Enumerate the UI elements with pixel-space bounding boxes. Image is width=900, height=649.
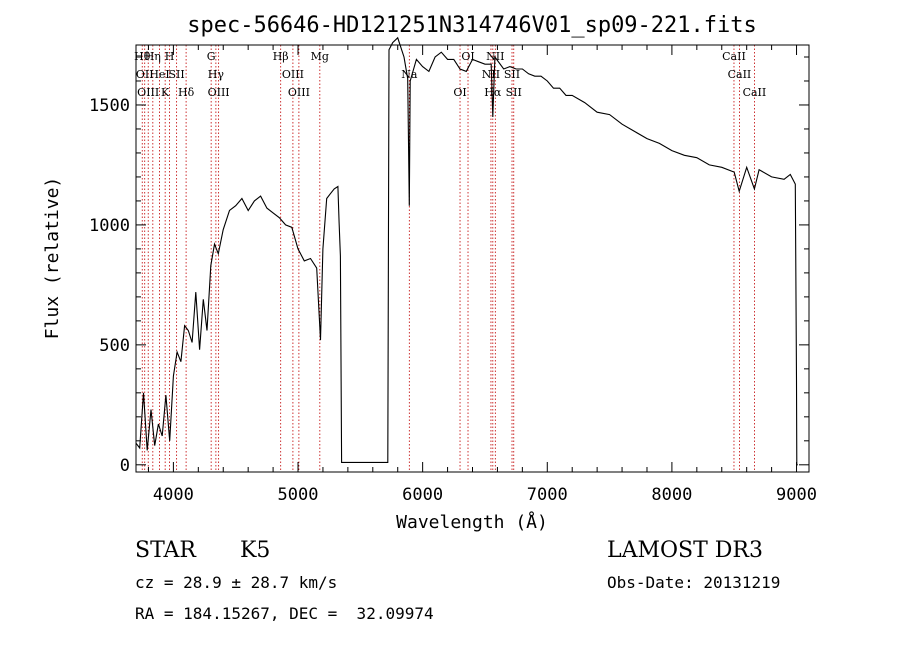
y-axis-ticks: 0 500 1000 1500 [89,56,809,476]
spectrum-chart: spec-56646-HD121251N314746V01_sp09-221.f… [42,13,817,533]
y-tick-label: 0 [120,456,130,476]
line-label: Hη [145,50,161,63]
line-label: Hα [484,86,502,99]
line-label: Hδ [178,86,195,99]
line-label: OII [136,68,154,81]
line-label: Hθ [134,50,151,63]
line-label: G [207,50,216,63]
x-tick-label: 5000 [278,485,319,505]
x-tick-label: 8000 [651,485,692,505]
line-label: CaII [722,50,746,63]
spectral-line-markers [141,45,755,472]
x-axis-label: Wavelength (Å) [396,511,548,533]
plot-frame [135,44,810,473]
x-tick-label: 9000 [776,485,817,505]
x-tick-label: 6000 [402,485,443,505]
coordinates: RA = 184.15267, DEC = 32.09974 [135,604,434,623]
line-label: OI [461,50,474,63]
y-tick-label: 1500 [89,96,130,116]
flux-series [135,36,798,466]
x-tick-label: 4000 [153,485,194,505]
flux-line [135,36,798,466]
y-tick-label: 1000 [89,216,130,236]
spectral-line-labels: Hθ OII OIII Hη HeI K H SII Hδ G Hγ OIII Hβ OIII OIII Mg… [134,50,766,99]
line-label: CaII [728,68,752,81]
line-label: NII [482,68,500,81]
line-label: SII [169,68,185,81]
line-label: SII [504,68,520,81]
x-tick-label: 7000 [527,485,568,505]
line-label: NII [486,50,504,63]
line-label: OIII [282,68,304,81]
y-axis-label: Flux (relative) [42,177,63,340]
line-label: CaII [743,86,767,99]
spectral-subclass: K5 [240,538,271,563]
line-label: HeI [149,68,169,81]
line-label: SII [506,86,522,99]
chart-title: spec-56646-HD121251N314746V01_sp09-221.f… [187,13,757,38]
redshift-cz: cz = 28.9 ± 28.7 km/s [135,573,338,592]
line-label: OIII [208,86,230,99]
obs-date: Obs-Date: 20131219 [607,573,781,592]
line-label: OIII [137,86,159,99]
line-label: Mg [311,50,329,63]
line-label: H [165,50,175,63]
line-label: Na [401,68,418,81]
y-tick-label: 500 [99,336,130,356]
x-axis-ticks: 4000 5000 6000 7000 8000 9000 [147,45,817,505]
line-label: Hγ [208,68,225,81]
line-label: OIII [288,86,310,99]
line-label: K [161,86,170,99]
survey-name: LAMOST DR3 [607,538,763,563]
object-type: STAR [135,538,196,563]
line-label: Hβ [273,50,289,63]
line-label: OI [453,86,466,99]
